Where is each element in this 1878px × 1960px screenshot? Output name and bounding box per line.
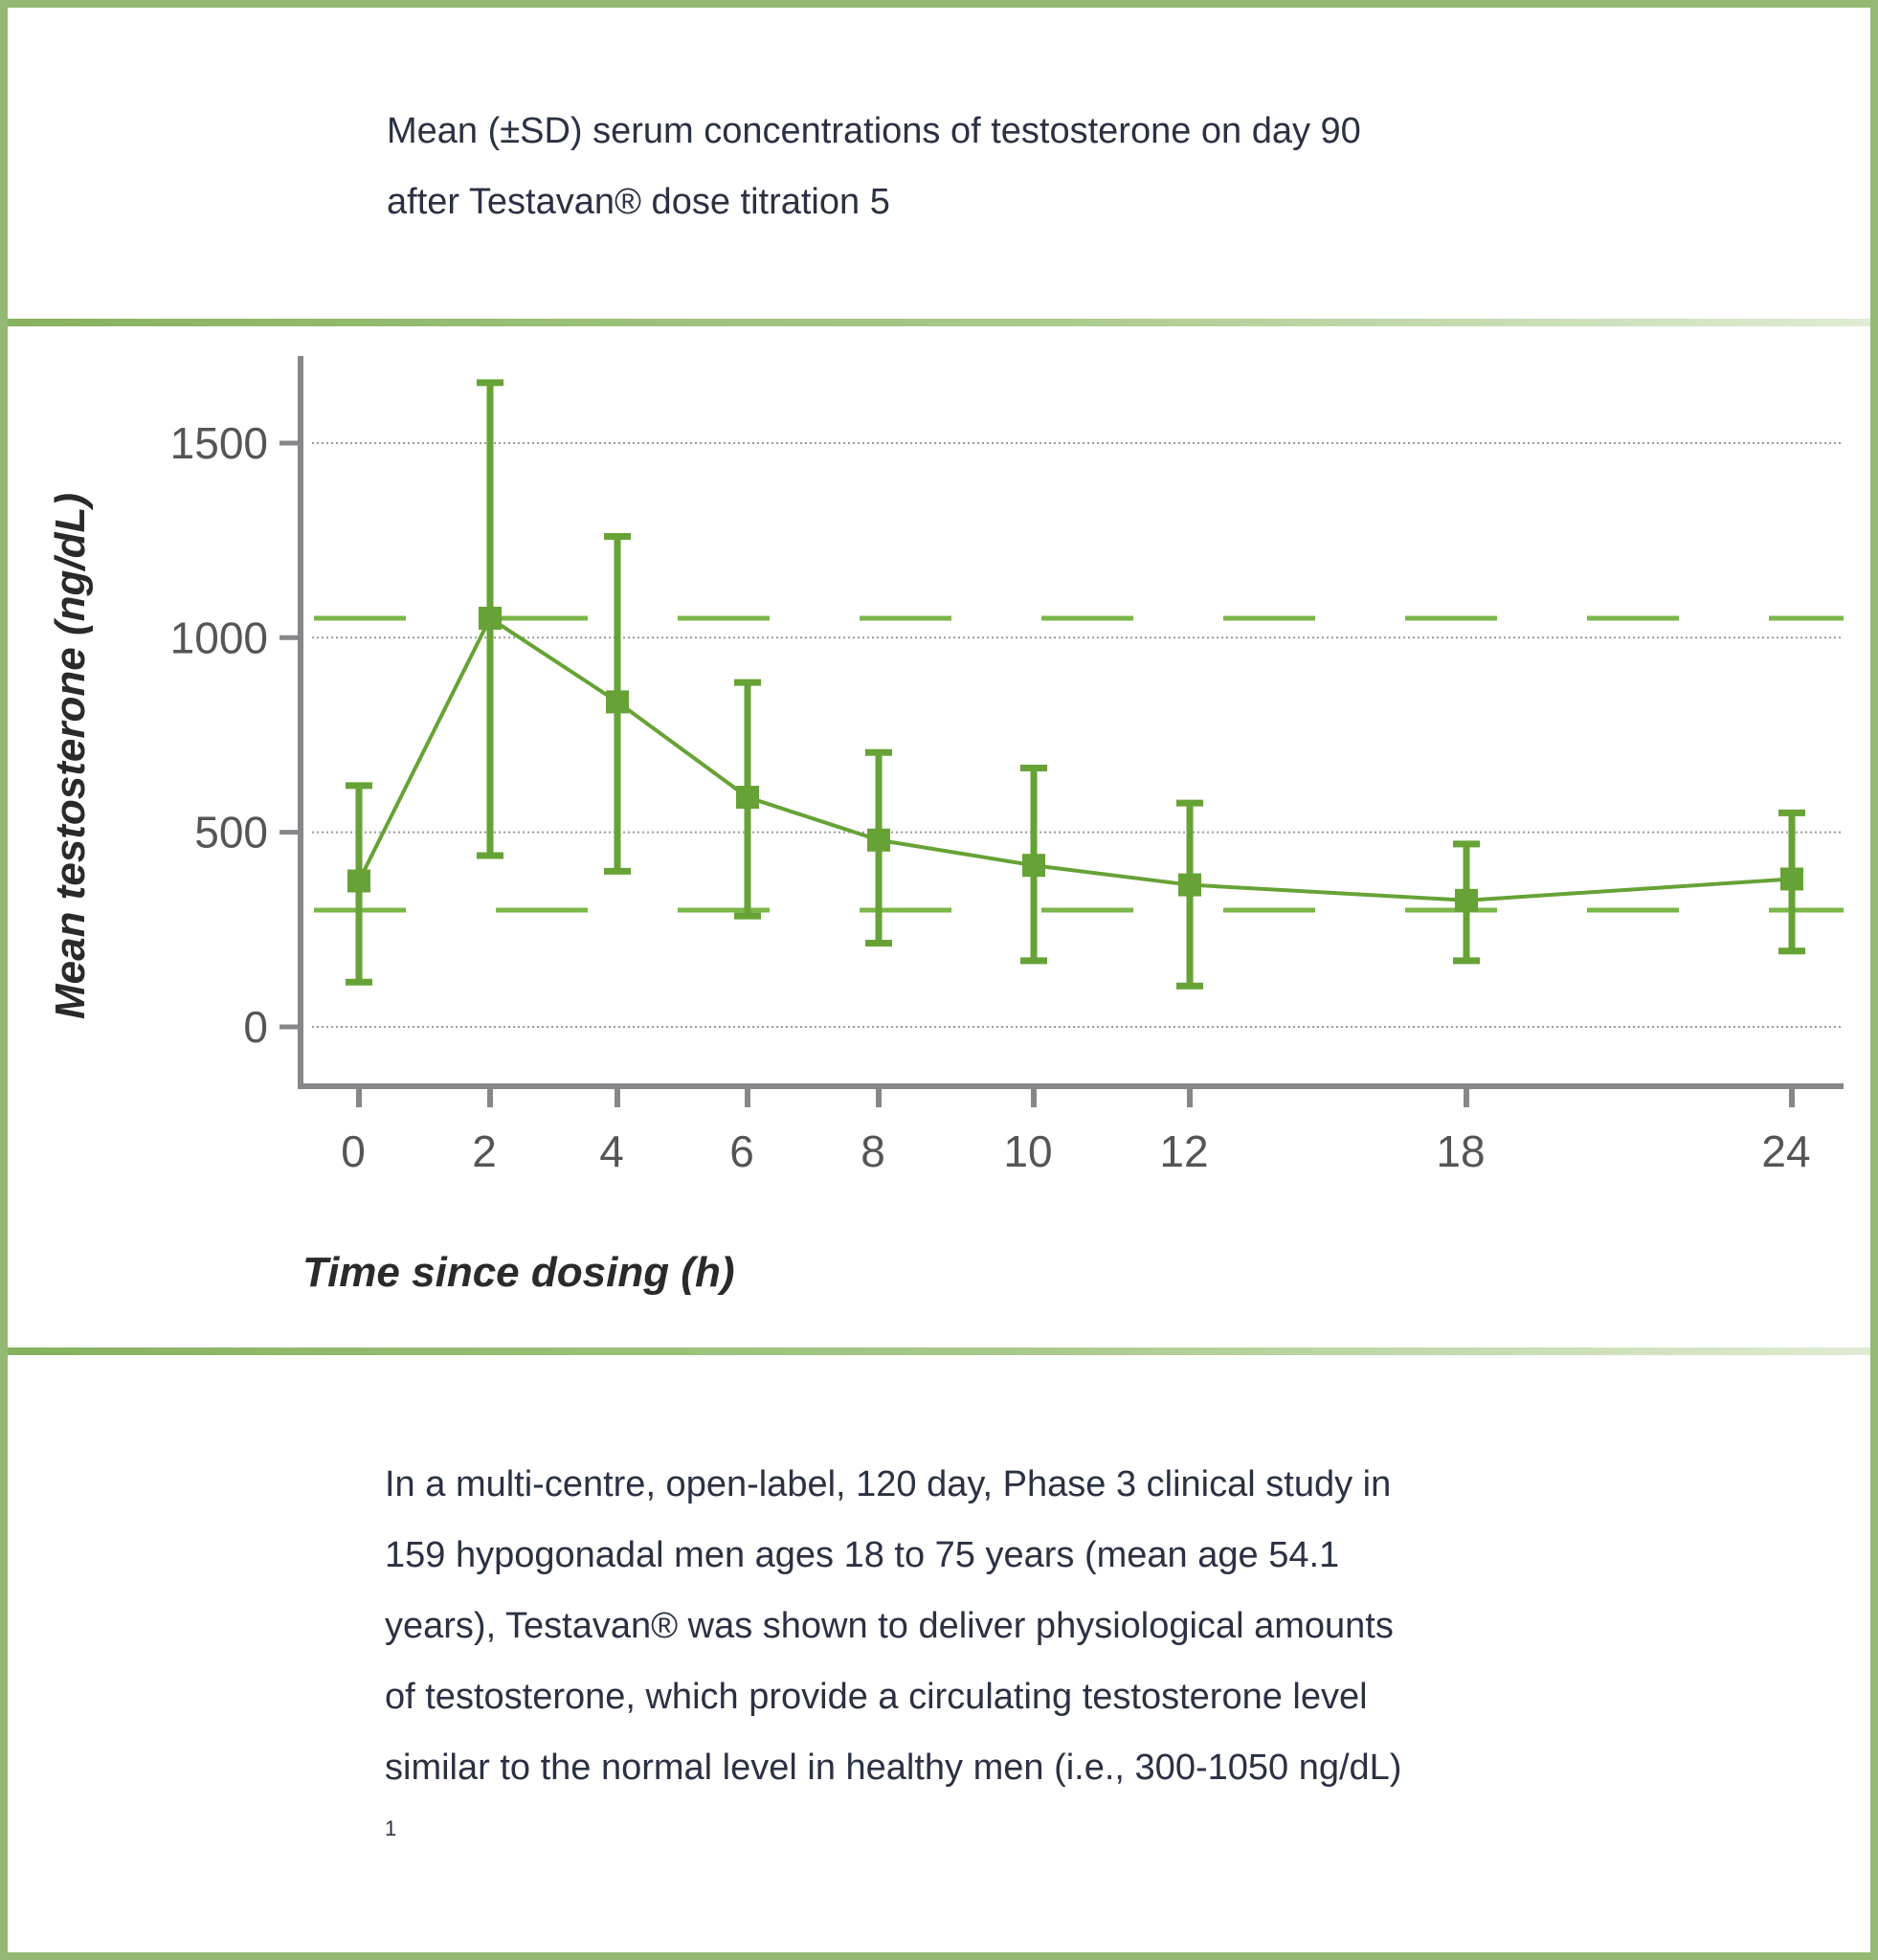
description-line-2: 159 hypogonadal men ages 18 to 75 years … [385,1535,1340,1575]
data-point-4h [606,690,629,714]
data-point-10h [1022,854,1045,878]
description-line-5: similar to the normal level in healthy m… [385,1748,1402,1788]
y-tick-label-500: 500 [194,808,268,858]
study-description: In a multi-centre, open-label, 120 day, … [385,1449,1533,1803]
x-tick-label-4: 4 [599,1126,624,1176]
data-point-6h [736,786,759,810]
y-axis-label: Mean testosterone (ng/dL) [47,493,94,1019]
data-point-2h [479,606,502,630]
data-point-24h [1780,867,1803,891]
y-tick-label-1000: 1000 [170,612,268,662]
bottom-divider [0,1348,1878,1355]
x-tick-label-10: 10 [1003,1126,1052,1176]
x-tick-label-24: 24 [1761,1126,1810,1176]
x-tick-label-12: 12 [1159,1126,1208,1176]
caption-line-1: Mean (±SD) serum concentrations of testo… [387,111,1361,151]
data-point-12h [1178,873,1201,897]
series-line [357,615,1793,902]
data-point-18h [1455,888,1478,912]
top-divider [0,319,1878,326]
data-point-0h [347,869,370,893]
x-tick-label-2: 2 [472,1126,497,1176]
y-tick-label-1500: 1500 [170,418,268,468]
x-axis-label: Time since dosing (h) [302,1249,734,1296]
x-tick-label-0: 0 [341,1126,366,1176]
caption-line-2: after Testavan® dose titration 5 [387,182,890,222]
description-line-1: In a multi-centre, open-label, 120 day, … [385,1464,1392,1504]
data-point-8h [867,828,890,852]
x-tick-label-18: 18 [1436,1126,1485,1176]
description-line-3: years), Testavan® was shown to deliver p… [385,1606,1394,1646]
chart-caption: Mean (±SD) serum concentrations of testo… [387,96,1535,237]
chart-panel: 0 500 1000 1500 0 2 4 6 8 10 12 18 24 Time since dosi… [8,329,1870,1348]
x-tick-label-6: 6 [729,1126,754,1176]
description-line-4: of testosterone, which provide a circula… [385,1677,1368,1717]
caption-panel: Mean (±SD) serum concentrations of testo… [0,0,1878,322]
x-tick-label-8: 8 [861,1126,885,1176]
footnote-reference: 1 [385,1816,397,1840]
y-tick-label-0: 0 [243,1002,268,1052]
